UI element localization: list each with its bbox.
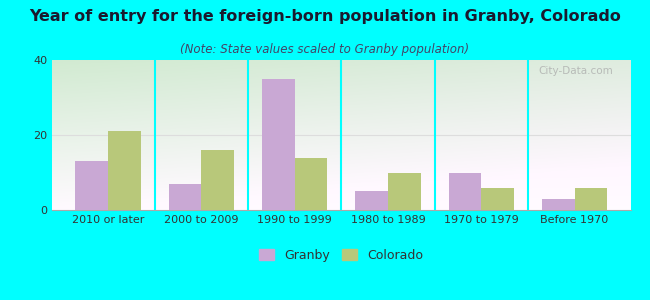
Bar bbox=[294, 158, 327, 210]
Bar bbox=[388, 172, 421, 210]
Bar bbox=[75, 161, 108, 210]
Bar bbox=[168, 184, 202, 210]
Bar bbox=[108, 131, 140, 210]
Bar bbox=[262, 79, 294, 210]
Legend: Granby, Colorado: Granby, Colorado bbox=[254, 244, 428, 267]
Bar bbox=[575, 188, 607, 210]
Bar bbox=[202, 150, 234, 210]
Text: Year of entry for the foreign-born population in Granby, Colorado: Year of entry for the foreign-born popul… bbox=[29, 9, 621, 24]
Text: City-Data.com: City-Data.com bbox=[538, 66, 613, 76]
Bar bbox=[481, 188, 514, 210]
Bar bbox=[356, 191, 388, 210]
Bar bbox=[542, 199, 575, 210]
Bar bbox=[448, 172, 481, 210]
Text: (Note: State values scaled to Granby population): (Note: State values scaled to Granby pop… bbox=[181, 44, 469, 56]
